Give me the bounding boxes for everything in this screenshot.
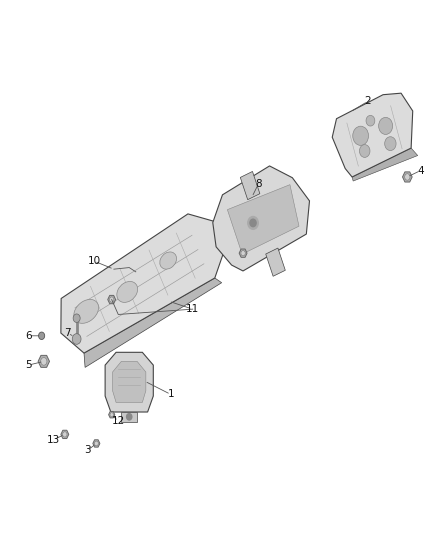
Circle shape: [95, 441, 98, 446]
Polygon shape: [109, 411, 115, 418]
Circle shape: [241, 251, 245, 256]
Text: 6: 6: [25, 331, 32, 341]
Text: 11: 11: [186, 304, 199, 314]
Polygon shape: [403, 172, 412, 182]
Polygon shape: [38, 356, 49, 367]
Polygon shape: [93, 440, 100, 447]
Polygon shape: [61, 214, 233, 353]
Ellipse shape: [160, 252, 177, 269]
Circle shape: [353, 126, 368, 146]
Circle shape: [41, 358, 47, 365]
Ellipse shape: [74, 300, 99, 324]
Polygon shape: [113, 361, 146, 402]
Polygon shape: [227, 184, 299, 254]
Circle shape: [72, 334, 81, 344]
Text: 2: 2: [364, 96, 371, 106]
Circle shape: [366, 115, 375, 126]
Circle shape: [110, 413, 113, 417]
Circle shape: [385, 137, 396, 151]
Circle shape: [127, 414, 132, 420]
Polygon shape: [266, 248, 285, 276]
Polygon shape: [240, 172, 260, 200]
Circle shape: [248, 216, 258, 229]
Circle shape: [39, 332, 45, 340]
Circle shape: [110, 297, 114, 302]
Circle shape: [63, 432, 67, 437]
Polygon shape: [84, 278, 222, 367]
Polygon shape: [239, 249, 247, 257]
Circle shape: [378, 117, 392, 134]
Polygon shape: [332, 93, 413, 177]
Text: 8: 8: [255, 179, 262, 189]
Polygon shape: [121, 412, 137, 422]
Polygon shape: [108, 295, 116, 304]
Circle shape: [250, 219, 256, 227]
Text: 1: 1: [167, 390, 174, 399]
Circle shape: [360, 144, 370, 157]
Text: 3: 3: [84, 446, 91, 455]
Polygon shape: [61, 430, 69, 439]
Text: 13: 13: [47, 435, 60, 445]
Text: 4: 4: [417, 166, 424, 175]
Circle shape: [73, 314, 80, 322]
Polygon shape: [105, 352, 153, 412]
Text: 7: 7: [64, 328, 71, 338]
Text: 10: 10: [88, 256, 101, 266]
Ellipse shape: [117, 281, 138, 302]
Text: 5: 5: [25, 360, 32, 370]
Polygon shape: [352, 148, 418, 181]
Circle shape: [405, 174, 410, 180]
Polygon shape: [213, 166, 310, 271]
Text: 12: 12: [112, 416, 125, 426]
